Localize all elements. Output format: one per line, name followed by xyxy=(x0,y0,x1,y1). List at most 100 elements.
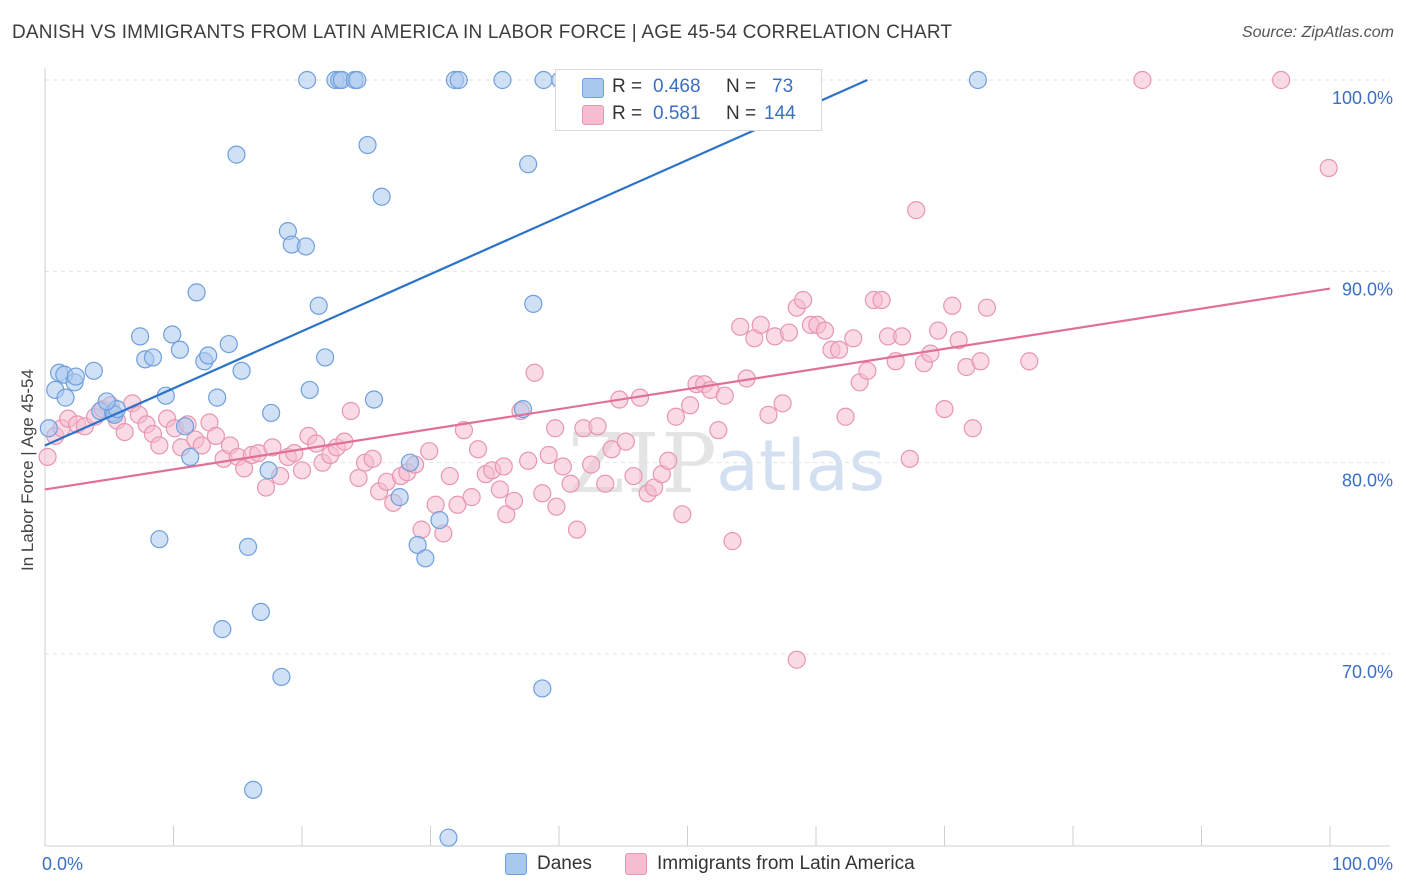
latin-point xyxy=(1272,70,1291,90)
latin-point xyxy=(115,422,134,442)
latin-point xyxy=(539,445,558,465)
danes-point xyxy=(534,70,553,90)
latin-n-label: N = xyxy=(726,103,757,124)
danes-point xyxy=(316,348,335,367)
latin-point xyxy=(1319,158,1338,178)
danes-point xyxy=(358,135,377,155)
latin-point xyxy=(779,323,799,342)
latin-point xyxy=(38,447,57,467)
trend-lines xyxy=(44,78,1331,491)
danes-point xyxy=(170,340,190,359)
latin-point xyxy=(497,505,516,524)
danes-point xyxy=(219,334,238,354)
latin-point xyxy=(673,505,692,524)
correlation-legend: R = 0.468 N = 73 R = 0.581 N = 144 xyxy=(555,69,822,131)
latin-point xyxy=(192,436,211,455)
latin-point xyxy=(235,459,254,478)
danes-point xyxy=(163,325,182,344)
latin-point xyxy=(751,315,770,335)
danes-point xyxy=(364,390,384,409)
danes-point xyxy=(390,488,409,507)
latin-point xyxy=(462,488,481,507)
latin-point xyxy=(844,329,863,348)
danes-point xyxy=(187,283,206,302)
latin-point xyxy=(363,449,382,468)
latin-point xyxy=(448,495,467,514)
danes-point xyxy=(238,537,258,556)
danes-n-value: 73 xyxy=(772,76,794,97)
danes-point xyxy=(400,453,420,472)
danes-point xyxy=(244,780,263,799)
latin-point xyxy=(949,331,968,350)
latin-point xyxy=(787,650,806,669)
latin-point xyxy=(533,484,552,503)
latin-point xyxy=(150,436,169,455)
latin-point xyxy=(872,290,891,310)
danes-point xyxy=(227,145,246,164)
latin-point xyxy=(759,405,778,424)
latin-point xyxy=(454,421,474,440)
latin-point xyxy=(553,457,572,476)
danes-legend-swatch xyxy=(505,853,527,875)
danes-point xyxy=(259,461,278,480)
danes-point xyxy=(262,403,281,423)
danes-point xyxy=(309,296,328,315)
latin-america-points xyxy=(38,70,1338,669)
danes-point xyxy=(251,602,270,622)
latin-point xyxy=(341,401,360,421)
danes-point xyxy=(348,70,367,90)
danes-n-label: N = xyxy=(726,76,757,97)
danes-r-value: 0.468 xyxy=(653,76,701,97)
latin-point xyxy=(659,451,678,470)
danes-point xyxy=(533,679,552,698)
latin-point xyxy=(963,419,982,438)
latin-point xyxy=(1133,70,1152,90)
latin-point xyxy=(928,321,948,340)
latin-point xyxy=(715,386,734,405)
danes-point xyxy=(66,367,85,386)
latin-point xyxy=(546,419,565,438)
danes-point xyxy=(84,361,103,380)
latin-point xyxy=(815,321,835,340)
danes-point xyxy=(493,70,512,90)
latin-point xyxy=(935,399,954,419)
latin-point xyxy=(561,474,580,493)
danes-point xyxy=(272,667,291,687)
chart-title: DANISH VS IMMIGRANTS FROM LATIN AMERICA … xyxy=(12,22,953,43)
latin-point xyxy=(525,363,544,382)
latin-point xyxy=(263,438,282,457)
latin-point xyxy=(602,440,621,459)
latin-point xyxy=(420,442,439,461)
danes-point xyxy=(298,70,317,90)
danes-point xyxy=(97,392,116,411)
danes-point xyxy=(213,620,232,639)
y-tick-label: 90.0% xyxy=(1342,279,1393,299)
latin-point xyxy=(412,520,431,539)
danes-point xyxy=(208,388,227,407)
x-tick-label: 100.0% xyxy=(1332,854,1393,874)
danes-point xyxy=(56,388,75,407)
latin-point xyxy=(921,344,940,363)
latin-point xyxy=(440,466,459,486)
danes-point xyxy=(296,237,315,256)
latin-point xyxy=(836,407,855,426)
danes-legend-label: Danes xyxy=(537,853,592,874)
x-tick-label: 0.0% xyxy=(42,854,83,874)
danes-point xyxy=(39,419,58,438)
latin-point xyxy=(307,434,326,453)
danes-point xyxy=(175,417,195,436)
legend-row-latin: R = 0.581 N = 144 xyxy=(556,101,821,127)
latin-point xyxy=(206,426,226,445)
latin-point xyxy=(494,457,513,476)
latin-point xyxy=(519,451,538,470)
danes-point xyxy=(372,187,391,206)
danes-r-label: R = xyxy=(612,76,643,97)
latin-point xyxy=(858,361,877,380)
latin-point xyxy=(773,394,792,413)
latin-r-value: 0.581 xyxy=(653,103,701,124)
danes-point xyxy=(968,70,988,90)
danes-point xyxy=(300,380,319,400)
latin-point xyxy=(644,478,664,497)
y-tick-label: 70.0% xyxy=(1342,662,1393,682)
